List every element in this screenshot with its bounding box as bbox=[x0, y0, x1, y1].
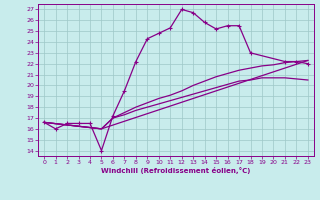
X-axis label: Windchill (Refroidissement éolien,°C): Windchill (Refroidissement éolien,°C) bbox=[101, 167, 251, 174]
